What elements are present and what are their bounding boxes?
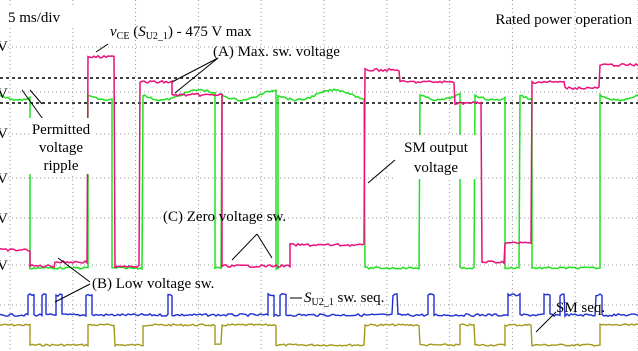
oscilloscope-figure: 5 ms/div Rated power operation vCE (SU2_… [0, 0, 638, 351]
time-scale: 5 ms/div [8, 10, 61, 26]
sm-output-label: SM output [404, 140, 469, 156]
arrow [257, 234, 272, 258]
axis-label: V [0, 171, 8, 187]
arrow [368, 160, 395, 183]
axis-label: V [0, 39, 8, 55]
ripple-label: Permitted [32, 122, 91, 138]
zero-voltage-label: (C) Zero voltage sw. [163, 209, 286, 225]
axis-label: V [0, 126, 8, 142]
sm-seq-label: SM seq. [556, 300, 605, 316]
max-voltage-label: (A) Max. sw. voltage [213, 44, 340, 60]
switch-seq-label: SU2_1 sw. seq. [304, 290, 384, 308]
ripple-label: ripple [44, 158, 79, 174]
axis-label: V [0, 258, 8, 274]
sm-output-wave [0, 89, 638, 269]
low-voltage-label: (B) Low voltage sw. [92, 276, 214, 292]
arrow [96, 44, 108, 52]
ripple-label: voltage [39, 140, 83, 156]
vce-label: vCE (SU2_1) - 475 V max [110, 24, 252, 42]
vce-wave [0, 56, 638, 267]
sm-output-label: voltage [414, 160, 458, 176]
annotations: 5 ms/div Rated power operation vCE (SU2_… [0, 6, 632, 332]
arrow [55, 284, 90, 302]
axis-label: V [0, 86, 8, 102]
left-labels: V V V V V V [0, 39, 8, 274]
sm-seq-wave [0, 324, 638, 346]
axis-label: V [0, 211, 8, 227]
arrow [175, 58, 218, 93]
operation-label: Rated power operation [495, 12, 632, 28]
arrow [232, 234, 257, 260]
